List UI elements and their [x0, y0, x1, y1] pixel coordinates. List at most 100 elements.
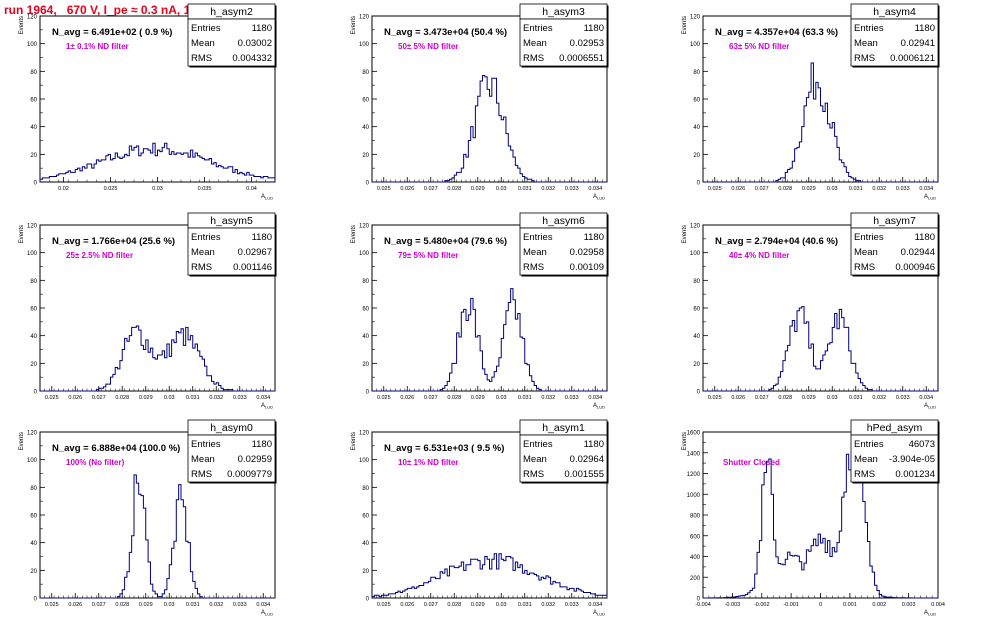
stats-entries-label: Entries — [191, 439, 221, 450]
y-tick-label: 60 — [362, 98, 369, 104]
x-axis-label: ALUD — [593, 610, 605, 617]
x-tick-label: 0.002 — [872, 602, 886, 608]
x-axis-label: ALUD — [924, 194, 936, 201]
y-tick-label: 600 — [690, 534, 701, 540]
histogram-line — [40, 474, 275, 599]
x-tick-label: 0.029 — [139, 602, 153, 608]
y-axis-label: Events — [19, 432, 25, 450]
y-tick-label: 100 — [690, 42, 701, 48]
x-tick-label: 0.03 — [152, 186, 163, 192]
x-axis-label: ALUD — [593, 403, 605, 410]
x-tick-label: 0.032 — [872, 186, 886, 192]
y-tick-label: 40 — [362, 541, 369, 547]
x-tick-label: -0.002 — [754, 602, 770, 608]
x-tick-label: 0.031 — [518, 395, 532, 401]
y-tick-label: 60 — [30, 307, 37, 313]
y-tick-label: 40 — [693, 334, 700, 340]
x-tick-label: 0.026 — [400, 395, 414, 401]
navg-label: N_avg = 6.531e+03 ( 9.5 %) — [384, 443, 504, 454]
x-tick-label: 0.033 — [896, 395, 910, 401]
x-tick-label: 0 — [819, 602, 822, 608]
histogram-name: h_asym7 — [873, 215, 916, 227]
y-tick-label: 80 — [362, 486, 369, 492]
y-tick-label: 200 — [690, 576, 701, 582]
x-axis-label: ALUD — [261, 194, 273, 201]
x-tick-label: 0.028 — [447, 602, 461, 608]
x-tick-label: -0.004 — [695, 602, 711, 608]
x-tick-label: 0.031 — [186, 395, 200, 401]
x-tick-label: 0.026 — [731, 395, 745, 401]
stats-rms-value: 0.0006121 — [890, 53, 935, 64]
x-tick-label: 0.029 — [802, 186, 816, 192]
stats-rms-label: RMS — [523, 53, 544, 64]
y-tick-label: 100 — [27, 251, 38, 257]
stats-mean-label: Mean — [523, 247, 547, 258]
stats-box — [850, 18, 939, 67]
stats-rms-value: 0.001555 — [564, 469, 604, 480]
stats-entries-label: Entries — [523, 23, 553, 34]
x-tick-label: 0.029 — [471, 602, 485, 608]
x-tick-label: 0.032 — [541, 186, 555, 192]
x-tick-label: 0.026 — [731, 186, 745, 192]
stats-rms-value: 0.0006551 — [559, 53, 604, 64]
histogram-line — [703, 431, 938, 599]
filter-label: 63± 5% ND filter — [729, 42, 789, 51]
y-tick-label: 100 — [690, 251, 701, 257]
x-tick-label: 0.026 — [400, 602, 414, 608]
histogram-name: h_asym0 — [210, 422, 253, 434]
stats-mean-value: 0.02959 — [238, 454, 272, 465]
stats-entries-value: 46073 — [909, 439, 935, 450]
x-tick-label: 0.032 — [872, 395, 886, 401]
histogram-line — [372, 288, 607, 392]
filter-label: 10± 1% ND filter — [398, 458, 458, 467]
histogram-line — [372, 74, 607, 183]
histogram-line — [703, 306, 938, 392]
x-tick-label: 0.027 — [424, 395, 438, 401]
y-tick-label: 100 — [359, 42, 370, 48]
histogram-name: hPed_asym — [867, 422, 923, 434]
y-tick-label: 20 — [693, 362, 700, 368]
x-tick-label: 0.031 — [518, 186, 532, 192]
x-tick-label: 0.032 — [209, 602, 223, 608]
stats-rms-label: RMS — [523, 262, 544, 273]
stats-rms-value: 0.001234 — [895, 469, 935, 480]
x-tick-label: 0.031 — [518, 602, 532, 608]
x-tick-label: 0.03 — [496, 395, 507, 401]
y-tick-label: 80 — [693, 279, 700, 285]
filter-label: 100% (No filter) — [66, 458, 125, 467]
y-tick-label: 120 — [27, 431, 38, 437]
stats-entries-value: 1180 — [915, 232, 935, 243]
x-tick-label: 0.031 — [186, 602, 200, 608]
x-tick-label: 0.03 — [496, 186, 507, 192]
x-tick-label: 0.033 — [233, 602, 247, 608]
stats-rms-label: RMS — [854, 262, 875, 273]
x-tick-label: 0.027 — [755, 186, 769, 192]
histogram-name: h_asym6 — [542, 215, 585, 227]
y-tick-label: 60 — [362, 307, 369, 313]
y-tick-label: 0 — [366, 181, 370, 187]
stats-entries-label: Entries — [191, 23, 221, 34]
stats-rms-label: RMS — [191, 262, 212, 273]
filter-label: 1± 0.1% ND filter — [66, 42, 129, 51]
stats-mean-value: 0.02944 — [901, 247, 935, 258]
x-tick-label: 0.027 — [92, 395, 106, 401]
y-tick-label: 20 — [362, 153, 369, 159]
x-tick-label: 0.025 — [377, 395, 391, 401]
x-tick-label: 0.033 — [565, 186, 579, 192]
stats-box — [187, 227, 276, 276]
stats-box — [519, 434, 608, 483]
stats-box — [850, 227, 939, 276]
x-tick-label: 0.03 — [827, 395, 838, 401]
histogram-name: h_asym5 — [210, 215, 253, 227]
x-tick-label: 0.025 — [377, 602, 391, 608]
stats-entries-label: Entries — [523, 439, 553, 450]
x-tick-label: 0.025 — [104, 186, 118, 192]
stats-mean-label: Mean — [191, 247, 215, 258]
y-tick-label: 60 — [693, 307, 700, 313]
x-tick-label: 0.035 — [198, 186, 212, 192]
y-tick-label: 60 — [30, 514, 37, 520]
y-tick-label: 120 — [359, 224, 370, 230]
